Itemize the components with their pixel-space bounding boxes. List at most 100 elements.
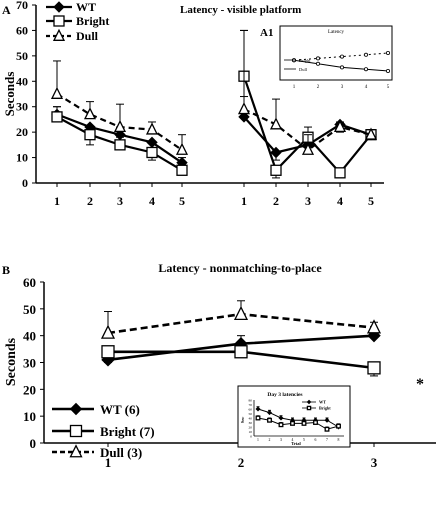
data-point-bright (270, 164, 282, 176)
y-tick-label: 10 (23, 409, 36, 424)
panel-a-letter: A (2, 3, 11, 17)
inset-x-tick-label: 5 (303, 438, 305, 442)
chart-inset-a1: Latency 1 2 3 4 5 Bright Dull (279, 25, 393, 90)
chart-title: Latency - nonmatching-to-place (158, 261, 322, 275)
legend-label: WT (76, 0, 96, 14)
inset-data-point (278, 422, 284, 428)
panel-b-letter: B (2, 263, 10, 277)
data-point-wt (238, 111, 250, 123)
data-point-dull (269, 117, 283, 130)
inset-data-point (336, 423, 341, 429)
data-point-dull (145, 122, 159, 135)
series-line-bright (242, 75, 372, 175)
data-point-bright (114, 139, 126, 151)
inset-data-point (324, 426, 330, 432)
y-tick-label: 10 (16, 151, 28, 165)
x-tick-label: 2 (87, 194, 93, 208)
inset-series-line (293, 52, 389, 61)
inset-x-tick-label: 1 (257, 438, 259, 442)
inset-legend-marker (306, 399, 312, 405)
data-point-dull (364, 127, 378, 140)
inset-y-tick-label: 10 (249, 430, 253, 434)
inset-x-tick-label: 2 (317, 85, 320, 90)
data-point-bright (176, 164, 188, 176)
y-tick-label: 60 (16, 23, 28, 37)
data-point-bright (146, 146, 158, 159)
inset-x-tick-label: 7 (326, 438, 328, 442)
x-tick-label: 1 (241, 194, 247, 208)
data-point-square (367, 361, 381, 375)
chart-title: Latency - visible platform (180, 4, 301, 16)
y-tick-label: 30 (16, 100, 28, 114)
data-point-dull (301, 142, 315, 155)
y-tick-label: 40 (16, 74, 28, 88)
inset-x-tick-label: 5 (387, 85, 390, 90)
inset-y-tick-label: 70 (249, 403, 253, 407)
inset-y-tick-label: 0 (250, 435, 252, 439)
legend-marker (69, 444, 83, 458)
y-tick-label: 20 (16, 125, 28, 139)
inset-y-axis-label: Sec (240, 417, 245, 424)
legend-marker (69, 402, 83, 416)
legend-label: Bright (7) (100, 424, 155, 439)
inset-legend-label: WT (319, 400, 326, 405)
inset-data-point (278, 415, 284, 421)
data-point-dull (333, 119, 347, 133)
data-point-bright (334, 167, 346, 179)
panel-a1-letter: A1 (260, 27, 273, 39)
data-point-dull (113, 119, 127, 133)
inset-data-point (266, 410, 273, 416)
x-tick-label: 5 (368, 194, 374, 208)
significance-asterisk: * (416, 376, 424, 393)
inset-data-point (363, 67, 368, 72)
data-point-dull (237, 102, 251, 115)
data-point-bright (51, 111, 63, 123)
data-point-dull (50, 86, 64, 99)
data-point-wt (270, 146, 282, 159)
x-tick-label: 2 (273, 194, 279, 208)
inset-title: Latency (328, 30, 345, 35)
y-tick-label: 40 (23, 329, 36, 344)
inset-data-point (315, 61, 320, 66)
legend-marker (69, 424, 83, 438)
x-tick-label: 3 (305, 194, 311, 208)
inset-legend-marker (306, 405, 312, 411)
data-point-triangle (366, 319, 382, 334)
inset-data-point (255, 415, 261, 421)
legend-marker (53, 1, 65, 13)
legend-label: Dull (76, 29, 99, 43)
inset-x-tick-label: 2 (269, 438, 271, 442)
inset-data-point (313, 420, 318, 425)
inset-y-tick-label: 60 (249, 408, 253, 412)
data-point-dull (83, 107, 97, 120)
x-tick-label: 3 (371, 455, 378, 470)
legend-label: Bright (76, 14, 109, 28)
inset-title: Day 3 latencies (267, 392, 302, 398)
legend-label: Dull (3) (100, 445, 142, 460)
inset-legend-label: Bright (299, 58, 311, 63)
inset-data-point (267, 417, 272, 423)
x-tick-label: 1 (54, 194, 60, 208)
data-point-triangle (233, 305, 249, 321)
data-point-bright (84, 129, 96, 141)
inset-y-tick-label: 30 (249, 421, 253, 425)
inset-x-tick-label: 3 (280, 438, 282, 442)
x-tick-label: 3 (117, 194, 123, 208)
y-tick-label: 60 (23, 275, 36, 290)
inset-x-tick-label: 4 (365, 85, 368, 90)
y-axis-label: Seconds (4, 337, 19, 386)
inset-frame (279, 25, 393, 81)
y-tick-label: 70 (16, 0, 28, 12)
y-tick-label: 0 (30, 436, 37, 451)
inset-x-tick-label: 6 (315, 438, 317, 442)
inset-y-tick-label: 50 (249, 412, 253, 416)
y-tick-label: 30 (23, 356, 36, 371)
inset-data-point (385, 69, 390, 74)
x-tick-label: 1 (105, 455, 112, 470)
data-point-dull (175, 142, 189, 155)
inset-data-point (301, 420, 307, 426)
inset-x-tick-label: 4 (292, 438, 294, 442)
chart-visible-platform: 0 10 20 30 40 50 60 70 Seconds Latency - visible … (2, 0, 384, 208)
